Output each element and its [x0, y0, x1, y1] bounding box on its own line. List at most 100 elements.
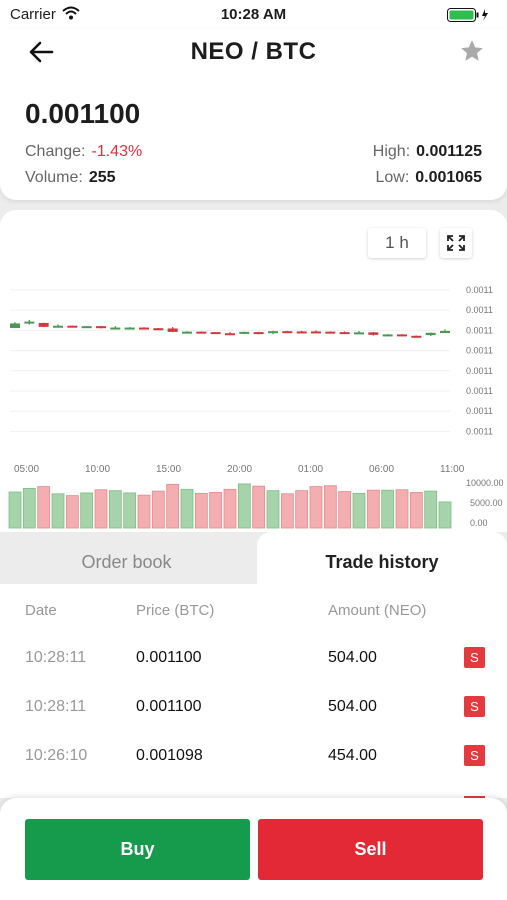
high-stat: High: 0.001125	[373, 143, 482, 161]
volume-bar	[323, 485, 337, 529]
volume-bar	[280, 493, 294, 529]
candle-body	[153, 328, 164, 331]
volume-bar	[8, 491, 22, 529]
volume-bar	[438, 501, 452, 529]
x-tick-label: 10:00	[85, 464, 110, 475]
volume-bar	[352, 492, 366, 529]
candle-body	[139, 327, 149, 330]
candle-body	[296, 331, 307, 334]
volume-bar	[395, 489, 409, 529]
volume-bar	[151, 490, 165, 529]
market-header: NEO / BTC 0.001100 Change: -1.43% Volume:…	[0, 28, 507, 200]
column-header-price: Price (BTC)	[136, 602, 215, 619]
low-value: 0.001065	[415, 169, 482, 186]
y-tick-label: 0.0011	[466, 325, 493, 335]
volume-bar	[424, 490, 438, 529]
last-price: 0.001100	[25, 98, 141, 129]
high-label: High:	[372, 143, 411, 160]
volume-bar	[180, 488, 194, 529]
y-tick-label: 0.0011	[466, 346, 493, 356]
volume-bar	[51, 493, 65, 529]
sell-side-badge: S	[464, 696, 485, 717]
trade-price: 0.001100	[136, 649, 202, 666]
candle-body	[225, 333, 235, 336]
candle-body	[282, 331, 293, 334]
tab-bar: Order book Trade history	[0, 532, 507, 584]
volume-value: 255	[88, 169, 116, 186]
carrier-label: Carrier	[10, 6, 56, 23]
candle-body	[96, 326, 106, 329]
interval-selector[interactable]: 1 h	[368, 228, 426, 258]
candle-body	[10, 323, 20, 328]
volume-bar	[94, 489, 108, 529]
x-tick-label: 05:00	[14, 464, 39, 475]
volume-bar	[223, 488, 237, 529]
change-label: Change:	[25, 143, 86, 160]
x-tick-label: 06:00	[369, 464, 394, 475]
tab-trade-history[interactable]: Trade history	[257, 532, 507, 584]
volume-bar	[381, 489, 395, 529]
candle-body	[325, 331, 336, 334]
volume-stat: Volume: 255	[25, 169, 116, 187]
candle-body	[382, 334, 393, 337]
candle-body	[440, 330, 450, 334]
trade-row[interactable]: 10:28:11 0.001100 504.00 S	[0, 639, 507, 679]
trade-row[interactable]: 10:28:11 0.001100 504.00 S	[0, 688, 507, 728]
volume-bar	[37, 486, 51, 529]
candle-body	[210, 332, 221, 335]
volume-label: Volume:	[25, 169, 83, 186]
trade-date: 10:28:11	[25, 698, 87, 715]
volume-bar	[366, 489, 380, 529]
buy-button[interactable]: Buy	[25, 819, 250, 880]
candle-body	[354, 332, 364, 335]
volume-bar	[80, 492, 94, 529]
sell-side-badge: S	[464, 745, 485, 766]
volume-bar	[166, 483, 180, 529]
tab-order-book[interactable]: Order book	[81, 552, 172, 572]
back-arrow-icon[interactable]	[26, 38, 56, 66]
y-tick-label: 0.0011	[466, 426, 493, 436]
sell-side-badge: S	[464, 647, 485, 668]
chart-card: 1 h 0.0011 0.0011 0.0011 0.0011 0.0011 0.0011…	[0, 210, 507, 532]
favorite-star-icon[interactable]	[459, 38, 485, 64]
trade-date: 10:26:10	[25, 747, 88, 764]
candle-body	[110, 327, 121, 330]
y-tick-label: 0.0011	[466, 305, 493, 315]
candle-body	[253, 332, 264, 335]
low-label: Low:	[375, 169, 410, 186]
trade-amount: 454.00	[328, 747, 377, 764]
volume-bar	[108, 490, 122, 529]
volume-bar	[338, 491, 352, 529]
volume-bar	[123, 492, 137, 529]
volume-bar	[309, 486, 323, 529]
change-value: -1.43%	[91, 143, 143, 160]
change-stat: Change: -1.43%	[25, 143, 142, 161]
x-tick-label: 01:00	[298, 464, 323, 475]
volume-bar	[409, 492, 423, 529]
volume-bar	[252, 485, 266, 529]
candle-body	[81, 326, 92, 329]
y-tick-label: 0.0011	[466, 366, 493, 376]
volume-tick-label: 10000.00	[466, 478, 504, 488]
fullscreen-expand-icon[interactable]	[440, 228, 472, 258]
low-stat: Low: 0.001065	[375, 169, 482, 187]
trade-price: 0.001098	[136, 747, 203, 764]
sell-button[interactable]: Sell	[258, 819, 483, 880]
candle-body	[53, 325, 63, 328]
volume-tick-label: 0.00	[470, 518, 488, 528]
candle-body	[24, 321, 35, 324]
volume-bar	[209, 492, 223, 529]
x-tick-label: 20:00	[227, 464, 252, 475]
candlestick-chart[interactable]: 0.0011 0.0011 0.0011 0.0011 0.0011 0.0011 0.00…	[0, 210, 507, 532]
trade-price: 0.001100	[136, 698, 202, 715]
candle-body	[411, 335, 422, 338]
candle-body	[67, 325, 78, 328]
trade-date: 10:28:11	[25, 649, 87, 666]
volume-bar	[266, 490, 280, 529]
trade-row[interactable]: 10:26:10 0.001098 454.00 S	[0, 737, 507, 777]
candle-body	[182, 331, 192, 334]
trade-amount: 504.00	[328, 698, 377, 715]
status-time: 10:28 AM	[220, 6, 287, 23]
battery-icon	[447, 8, 491, 26]
candle-body	[38, 322, 49, 327]
